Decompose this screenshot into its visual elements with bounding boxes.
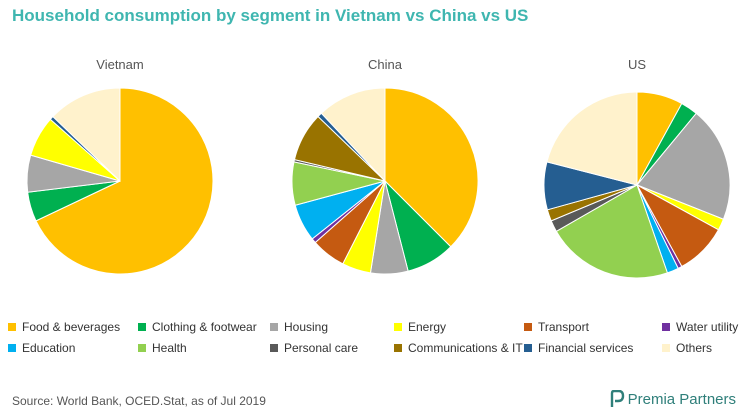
legend-item: Energy [394,320,446,334]
source-note: Source: World Bank, OCED.Stat, as of Jul… [12,394,266,408]
brand-logo: Premia Partners [609,390,736,408]
legend-label: Education [22,341,76,355]
legend-label: Personal care [284,341,359,355]
slice-us-11 [546,91,638,186]
legend-swatch [8,344,16,352]
legend-label: Health [152,341,187,355]
legend-item: Others [662,341,712,355]
legend-item: Housing [270,320,328,334]
slice-china-0 [384,87,479,248]
slice-us-2 [636,112,731,220]
legend-label: Communications & IT [408,341,523,355]
legend-swatch [524,344,532,352]
legend-item: Water utility [662,320,738,334]
legend-swatch [270,344,278,352]
legend-item: Transport [524,320,589,334]
legend-label: Water utility [676,320,739,334]
logo-text: Premia Partners [627,390,736,408]
legend-label: Housing [284,320,329,334]
pie-title-us: US [628,57,646,72]
slice-china-11 [320,87,386,183]
legend-item: Food & beverages [8,320,120,334]
legend-swatch [662,344,670,352]
legend-label: Food & beverages [22,320,121,334]
legend-label: Financial services [538,341,634,355]
legend-item: Financial services [524,341,633,355]
legend-swatch [524,323,532,331]
legend-swatch [8,323,16,331]
legend-item: Personal care [270,341,358,355]
slice-us-7 [555,184,669,279]
pie-title-china: China [368,57,403,72]
legend-swatch [270,323,278,331]
chart-title: Household consumption by segment in Viet… [12,6,529,25]
premia-logo-icon [610,390,624,407]
pie-title-vietnam: Vietnam [96,57,143,72]
legend-label: Energy [408,320,447,334]
slice-vietnam-11 [52,87,121,183]
legend-swatch [394,344,402,352]
legend-label: Clothing & footwear [152,320,257,334]
legend-swatch [138,344,146,352]
legend-swatch [394,323,402,331]
legend-item: Clothing & footwear [138,320,257,334]
legend-label: Others [676,341,713,355]
legend-swatch [138,323,146,331]
slice-vietnam-0 [35,87,214,275]
legend-swatch [662,323,670,331]
legend-item: Education [8,341,75,355]
pie-charts: Vietnam China US [26,57,731,279]
legend-item: Health [138,341,187,355]
legend-label: Transport [538,320,589,334]
legend-item: Communications & IT [394,341,523,355]
